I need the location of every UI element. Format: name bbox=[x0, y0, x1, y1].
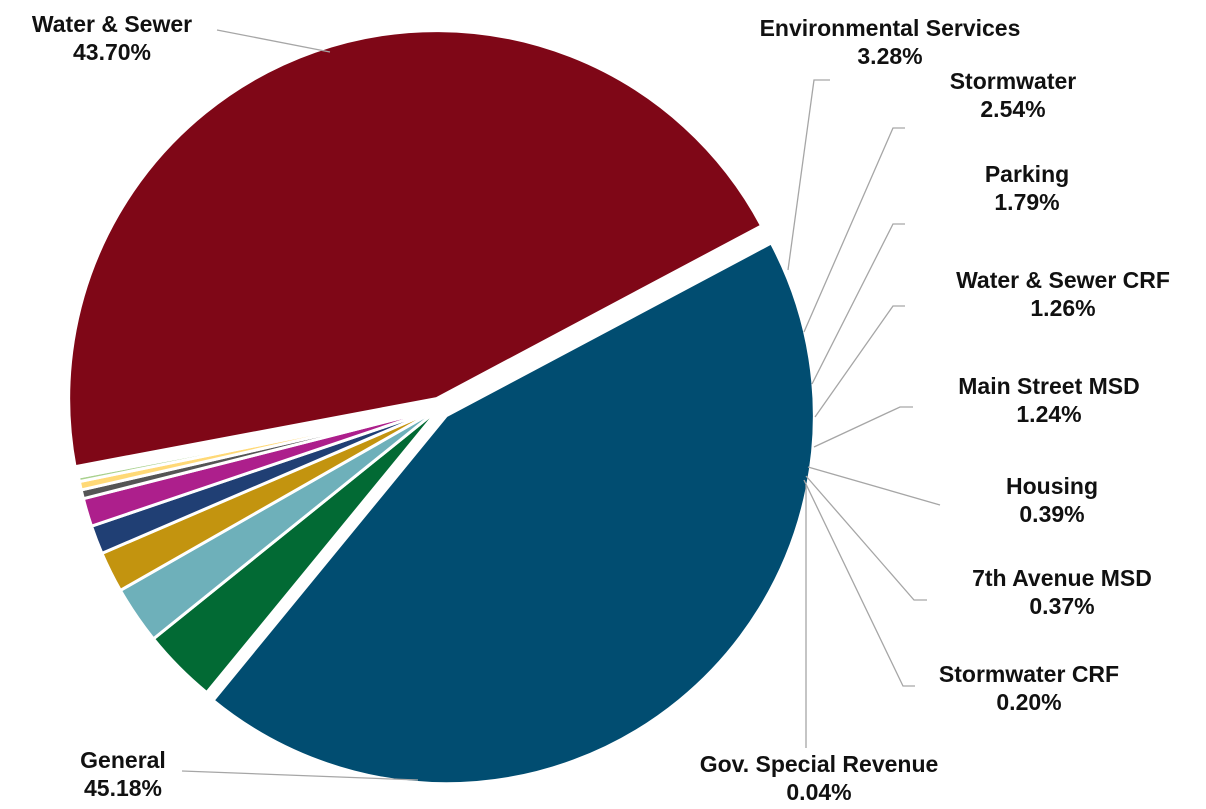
label-category-housing: Housing bbox=[1006, 473, 1098, 499]
label-gov-special-revenue: Gov. Special Revenue 0.04% bbox=[700, 751, 939, 805]
label-value-stormwater-crf: 0.20% bbox=[996, 689, 1061, 715]
label-category-general: General bbox=[80, 747, 166, 773]
label-value-stormwater: 2.54% bbox=[980, 96, 1045, 122]
label-7th-avenue-msd: 7th Avenue MSD 0.37% bbox=[972, 565, 1152, 619]
leader-line-housing bbox=[807, 466, 941, 506]
label-value-housing: 0.39% bbox=[1019, 501, 1084, 527]
leader-line-stormwater bbox=[803, 127, 905, 333]
label-category-water-and-sewer: Water & Sewer bbox=[32, 11, 192, 37]
label-value-general: 45.18% bbox=[84, 775, 162, 801]
label-water-and-sewer: Water & Sewer 43.70% bbox=[32, 11, 192, 65]
label-value-water-and-sewer: 43.70% bbox=[73, 39, 151, 65]
label-category-stormwater-crf: Stormwater CRF bbox=[939, 661, 1119, 687]
slice-labels: Water & Sewer 43.70% Environmental Service… bbox=[32, 11, 1170, 805]
label-category-water-and-sewer-crf: Water & Sewer CRF bbox=[956, 267, 1170, 293]
label-stormwater: Stormwater 2.54% bbox=[950, 68, 1077, 122]
label-value-environmental-services: 3.28% bbox=[857, 43, 922, 69]
leader-line-stormwater-crf bbox=[803, 479, 915, 687]
label-water-and-sewer-crf: Water & Sewer CRF 1.26% bbox=[956, 267, 1170, 321]
label-environmental-services: Environmental Services 3.28% bbox=[760, 15, 1021, 69]
slice-general bbox=[67, 29, 764, 469]
leader-line-main-street-msd bbox=[813, 406, 913, 448]
label-value-main-street-msd: 1.24% bbox=[1016, 401, 1081, 427]
leader-lines bbox=[181, 29, 941, 781]
leader-line-water-and-sewer-crf bbox=[814, 305, 905, 418]
leader-line-parking bbox=[811, 223, 905, 385]
leader-line-7th-avenue-msd bbox=[805, 475, 927, 601]
label-value-7th-avenue-msd: 0.37% bbox=[1029, 593, 1094, 619]
label-general: General 45.18% bbox=[80, 747, 166, 801]
leader-line-environmental-services bbox=[787, 79, 830, 271]
label-parking: Parking 1.79% bbox=[985, 161, 1069, 215]
leader-line-general bbox=[181, 770, 419, 781]
label-value-gov-special-revenue: 0.04% bbox=[786, 779, 851, 805]
label-housing: Housing 0.39% bbox=[1006, 473, 1098, 527]
label-category-7th-avenue-msd: 7th Avenue MSD bbox=[972, 565, 1152, 591]
label-main-street-msd: Main Street MSD 1.24% bbox=[958, 373, 1139, 427]
label-category-gov-special-revenue: Gov. Special Revenue bbox=[700, 751, 939, 777]
leader-line-water-and-sewer bbox=[216, 29, 331, 53]
slice-gov-special-revenue bbox=[76, 406, 441, 479]
label-value-parking: 1.79% bbox=[994, 189, 1059, 215]
pie-slices bbox=[67, 29, 816, 786]
label-category-stormwater: Stormwater bbox=[950, 68, 1077, 94]
label-stormwater-crf: Stormwater CRF 0.20% bbox=[939, 661, 1119, 715]
label-category-parking: Parking bbox=[985, 161, 1069, 187]
label-value-water-and-sewer-crf: 1.26% bbox=[1030, 295, 1095, 321]
label-category-main-street-msd: Main Street MSD bbox=[958, 373, 1139, 399]
label-category-environmental-services: Environmental Services bbox=[760, 15, 1021, 41]
